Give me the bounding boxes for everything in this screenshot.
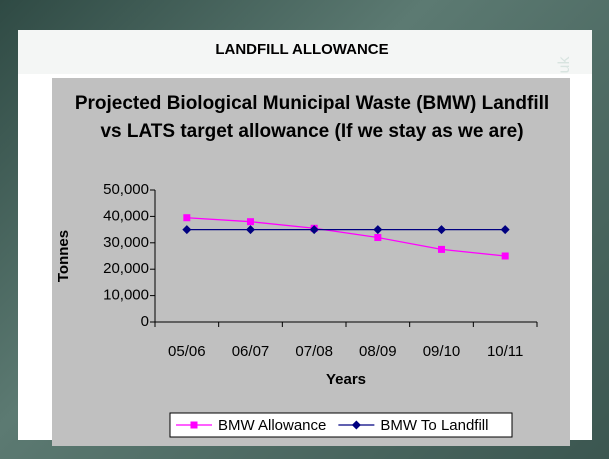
slide-title: LANDFILL ALLOWANCE bbox=[215, 41, 388, 58]
marker bbox=[182, 225, 192, 235]
marker bbox=[190, 421, 198, 429]
marker bbox=[500, 225, 510, 235]
y-tick-label: 0 bbox=[141, 313, 149, 330]
marker bbox=[501, 252, 509, 260]
y-tick-label: 50,000 bbox=[103, 181, 149, 198]
y-tick-label: 20,000 bbox=[103, 260, 149, 277]
marker bbox=[373, 225, 383, 235]
chart-title: Projected Biological Municipal Waste (BM… bbox=[74, 93, 550, 142]
slide-mark: uk bbox=[556, 56, 573, 74]
y-tick-label: 40,000 bbox=[103, 207, 149, 224]
y-tick-label: 30,000 bbox=[103, 234, 149, 251]
marker bbox=[247, 218, 254, 226]
chart-area bbox=[52, 78, 570, 446]
marker bbox=[374, 234, 382, 242]
x-tick-label: 09/10 bbox=[423, 343, 461, 360]
legend-label: BMW Allowance bbox=[218, 417, 326, 434]
x-tick-label: 07/08 bbox=[295, 343, 333, 360]
legend-label: BMW To Landfill bbox=[380, 417, 488, 434]
marker bbox=[183, 214, 191, 222]
series-line bbox=[186, 217, 506, 257]
x-tick-label: 05/06 bbox=[168, 343, 206, 360]
y-axis-title: Tonnes bbox=[55, 230, 72, 282]
x-tick-label: 06/07 bbox=[232, 343, 270, 360]
marker bbox=[351, 420, 361, 430]
y-tick-label: 10,000 bbox=[103, 287, 149, 304]
marker bbox=[246, 225, 255, 235]
x-axis-title: Years bbox=[326, 371, 366, 388]
marker bbox=[309, 225, 319, 235]
title-band bbox=[18, 30, 592, 74]
marker bbox=[438, 245, 445, 253]
marker bbox=[437, 225, 446, 235]
x-tick-label: 10/11 bbox=[487, 343, 523, 360]
x-tick-label: 08/09 bbox=[359, 343, 397, 360]
